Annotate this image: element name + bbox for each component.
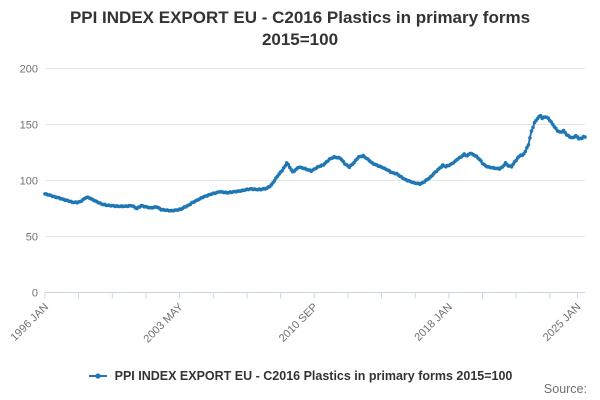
series-point[interactable] bbox=[280, 169, 284, 173]
legend-marker-dot bbox=[95, 373, 101, 379]
series-point[interactable] bbox=[526, 143, 531, 147]
series-point[interactable] bbox=[502, 163, 506, 168]
y-axis-label-0: 0 bbox=[32, 288, 38, 300]
legend-label: PPI INDEX EXPORT EU - C2016 Plastics in … bbox=[114, 369, 513, 383]
x-axis-label: 2025 JAN bbox=[541, 301, 584, 344]
series-point[interactable] bbox=[286, 162, 291, 167]
series-point[interactable] bbox=[529, 129, 534, 133]
chart-title-line1: PPI INDEX EXPORT EU - C2016 Plastics in … bbox=[69, 8, 531, 27]
series-point[interactable] bbox=[509, 165, 514, 169]
y-axis-label-50: 50 bbox=[26, 232, 38, 244]
x-axis-label: 2010 SEP bbox=[277, 301, 321, 345]
chart-title-line2: 2015=100 bbox=[261, 30, 339, 50]
x-axis-label: 2003 MAY bbox=[142, 301, 187, 346]
source-label: Source: bbox=[543, 382, 587, 396]
y-axis-label-100: 100 bbox=[20, 176, 38, 188]
x-axis-label: 2018 JAN bbox=[412, 301, 455, 344]
series-point[interactable] bbox=[479, 159, 483, 163]
x-axis-label: 1996 JAN bbox=[8, 301, 51, 344]
series-point[interactable] bbox=[531, 125, 535, 130]
y-axis-label-200: 200 bbox=[20, 64, 38, 76]
legend-line-marker-icon bbox=[88, 371, 108, 381]
series-point[interactable] bbox=[272, 178, 277, 183]
series-point[interactable] bbox=[525, 145, 529, 150]
series-point[interactable] bbox=[523, 149, 528, 154]
chart-title: PPI INDEX EXPORT EU - C2016 Plastics in … bbox=[0, 7, 600, 52]
series-point[interactable] bbox=[538, 113, 543, 118]
series-point[interactable] bbox=[528, 136, 532, 140]
series-point[interactable] bbox=[583, 135, 587, 139]
series-point[interactable] bbox=[283, 164, 288, 168]
legend-item[interactable]: PPI INDEX EXPORT EU - C2016 Plastics in … bbox=[0, 369, 600, 383]
y-axis-label-150: 150 bbox=[20, 120, 38, 132]
series-point[interactable] bbox=[549, 120, 554, 124]
